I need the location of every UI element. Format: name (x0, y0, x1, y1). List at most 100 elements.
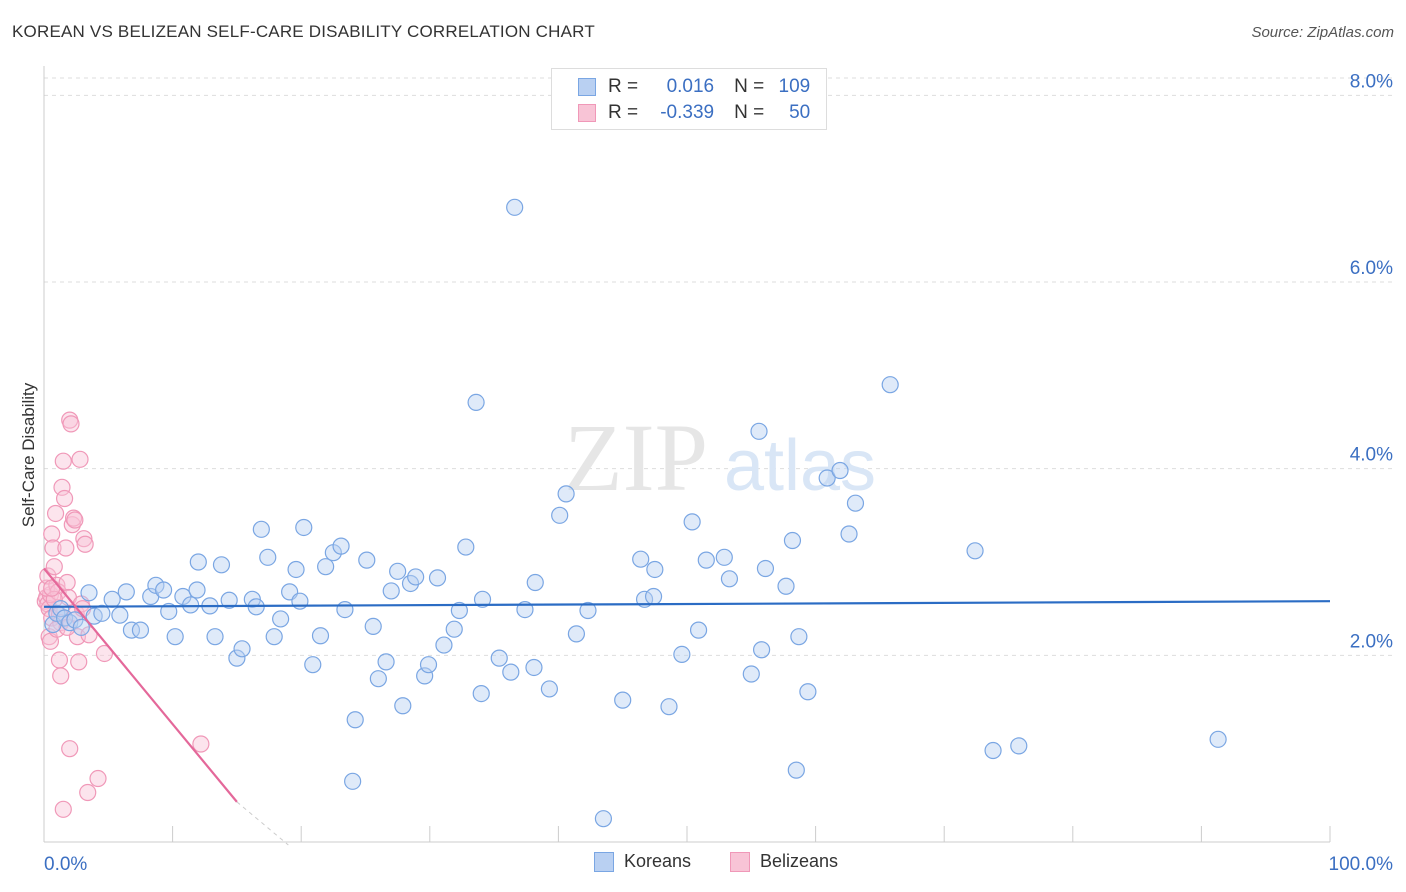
korean-point (506, 198, 524, 216)
korean-point (287, 560, 305, 579)
gridlines (44, 77, 1392, 656)
korean-point (189, 553, 207, 571)
korean-point (683, 513, 701, 531)
korean-point (750, 422, 768, 440)
korean-point (790, 628, 808, 646)
korean-point (166, 628, 184, 646)
korean-point (490, 649, 508, 667)
korean-point (715, 548, 733, 566)
korean-point (831, 461, 849, 480)
korean-point (416, 667, 434, 685)
koreans-swatch (594, 851, 614, 872)
korean-point (346, 711, 364, 729)
belizeans-trend-extension (236, 801, 289, 846)
korean-point (502, 663, 520, 681)
belizean-point (52, 667, 70, 685)
correlation-legend: R = 0.016 N = 109 R = -0.339 N = 50 (551, 68, 827, 130)
korean-point (579, 601, 597, 620)
korean-point (72, 618, 90, 636)
watermark-atlas: atlas (724, 426, 876, 506)
belizean-point (70, 653, 88, 671)
korean-point (364, 617, 382, 636)
legend-row-koreans: R = 0.016 N = 109 (578, 74, 810, 100)
korean-point (720, 570, 739, 588)
korean-point (473, 590, 492, 608)
belizean-point (61, 740, 79, 758)
korean-point (272, 610, 290, 628)
korean-point (154, 581, 173, 599)
belizean-point (89, 769, 107, 788)
korean-point (336, 600, 354, 619)
korean-point (457, 538, 475, 556)
korean-point (233, 640, 251, 658)
x-tick-label: 100.0% (1329, 854, 1394, 875)
korean-point (344, 772, 362, 790)
belizean-point (79, 783, 97, 802)
korean-point (131, 621, 150, 639)
legend-r-value: -0.339 (660, 102, 715, 123)
korean-point (182, 596, 200, 614)
korean-point (799, 683, 817, 701)
korean-point (377, 653, 395, 671)
korean-point (646, 560, 664, 579)
belizean-point (43, 579, 61, 597)
belizean-point (76, 535, 94, 553)
korean-point (52, 600, 70, 618)
belizean-point (54, 800, 72, 818)
korean-point (644, 587, 663, 606)
korean-point (984, 741, 1002, 760)
y-tick-label: 2.0% (1350, 631, 1393, 652)
korean-point (840, 525, 858, 543)
legend-n-label: N = (734, 76, 765, 97)
belizean-point (71, 450, 89, 468)
belizean-point (75, 530, 93, 548)
legend-n-label: N = (734, 102, 765, 123)
korean-point (567, 625, 586, 643)
korean-point (220, 591, 238, 609)
belizean-point (192, 735, 210, 753)
korean-point (111, 606, 129, 624)
korean-point (818, 469, 836, 487)
korean-point (304, 656, 322, 674)
belizean-point (44, 539, 62, 557)
korean-point (317, 558, 335, 576)
korean-point (846, 494, 865, 512)
belizean-point (53, 478, 71, 496)
axes (43, 66, 1331, 843)
korean-point (428, 569, 447, 587)
korean-point (295, 518, 313, 537)
x-tick-label: 0.0% (44, 854, 87, 875)
korean-point (407, 568, 425, 586)
korean-point (80, 584, 98, 602)
legend-swatch-koreans (578, 78, 596, 96)
korean-point (445, 620, 463, 638)
legend-r-label: R = (608, 102, 639, 123)
korean-point (228, 649, 246, 667)
korean-point (160, 602, 178, 621)
korean-point (122, 621, 141, 639)
legend-n-value: 109 (778, 76, 811, 97)
chart-title: KOREAN VS BELIZEAN SELF-CARE DISABILITY … (12, 22, 595, 41)
belizean-point (95, 644, 114, 663)
belizean-point (50, 651, 69, 669)
korean-point (212, 556, 231, 574)
korean-point (1209, 730, 1227, 748)
korean-point (332, 537, 350, 555)
korean-point (435, 636, 453, 654)
koreans-trend-line (43, 600, 1331, 608)
korean-point (1010, 737, 1028, 755)
korean-point (472, 684, 490, 703)
korean-point (689, 621, 708, 639)
korean-point (540, 680, 558, 698)
watermark-zip: ZIP (564, 404, 708, 511)
korean-point (394, 697, 412, 715)
korean-point (594, 810, 613, 828)
belizeans-swatch (730, 851, 750, 872)
korean-point (252, 520, 270, 538)
korean-point (382, 582, 400, 600)
korean-point (206, 628, 224, 646)
korean-point (614, 691, 632, 709)
belizean-point (62, 415, 80, 433)
korean-point (673, 645, 691, 664)
korean-point (525, 658, 543, 677)
